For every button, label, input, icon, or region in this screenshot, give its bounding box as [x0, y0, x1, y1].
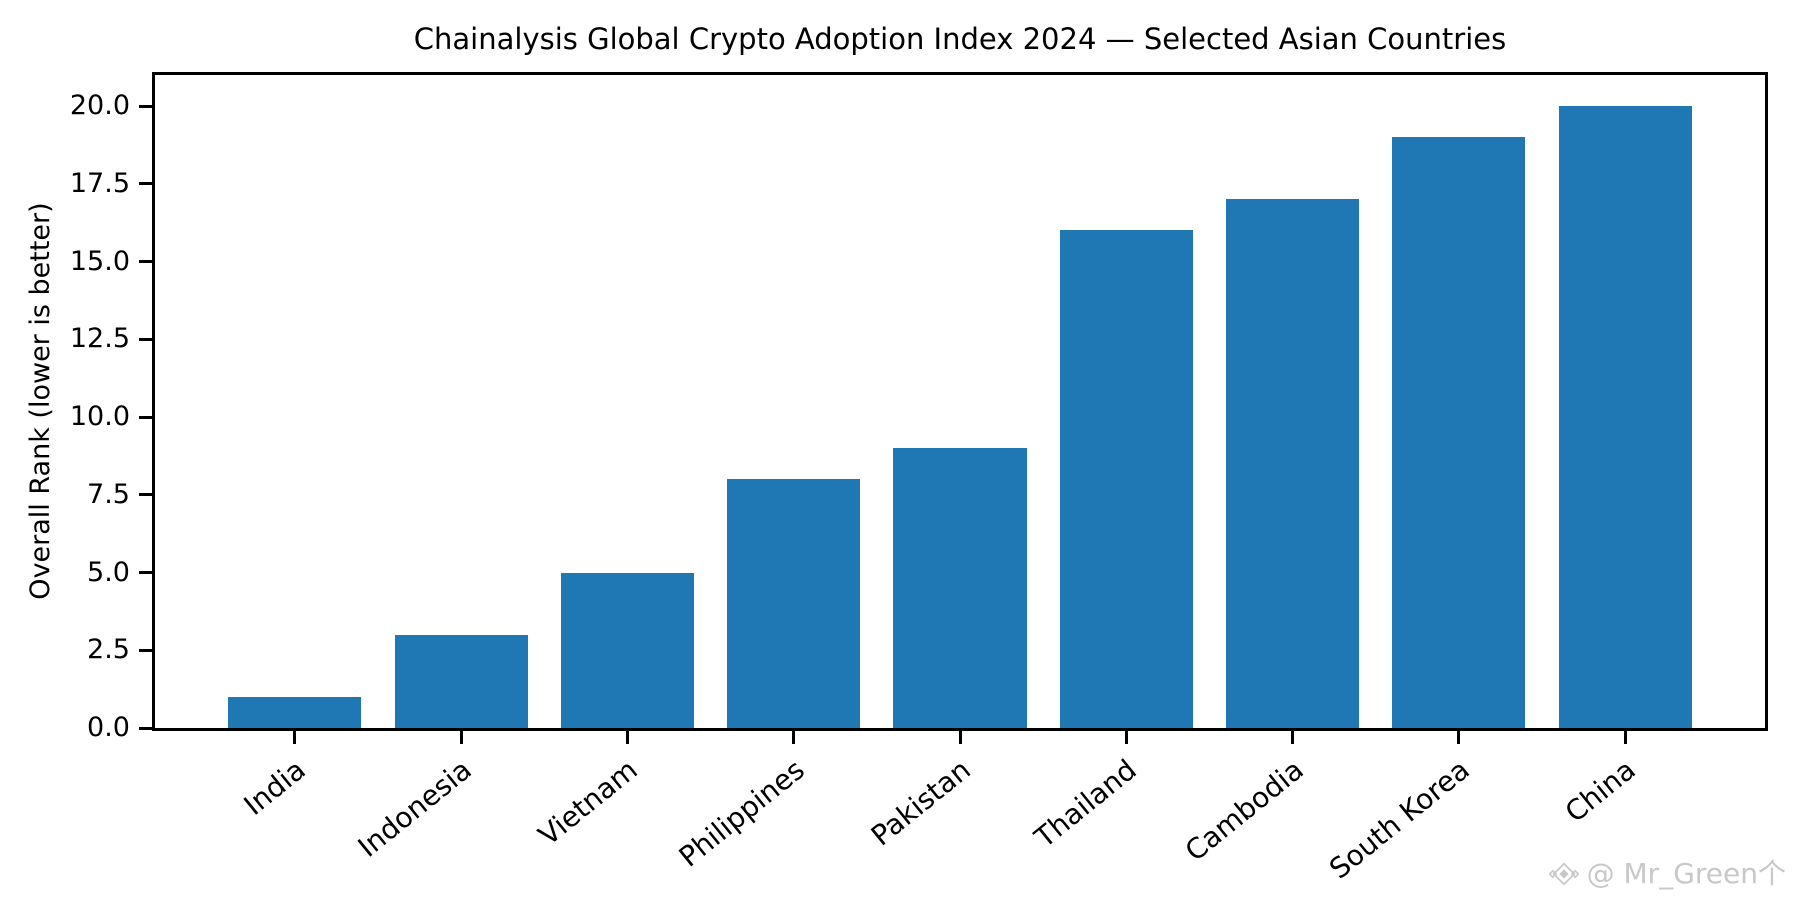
x-tick-mark	[1291, 731, 1295, 744]
y-tick-label: 20.0	[69, 90, 130, 122]
x-tick-mark	[1623, 731, 1627, 744]
y-tick-label: 7.5	[87, 478, 130, 510]
bar-thailand	[1059, 230, 1193, 728]
bar-cambodia	[1226, 199, 1360, 728]
diamond-gem-icon	[1548, 862, 1579, 886]
x-tick-mark	[792, 731, 796, 744]
x-tick-mark	[459, 731, 463, 744]
x-tick-label-south-korea: South Korea	[1323, 753, 1476, 886]
y-tick-mark	[139, 260, 152, 264]
y-tick-label: 17.5	[69, 167, 130, 199]
y-tick-mark	[139, 104, 152, 108]
bar-india	[228, 696, 362, 728]
y-tick-mark	[139, 648, 152, 652]
y-tick-mark	[139, 337, 152, 341]
y-tick-mark	[139, 571, 152, 575]
y-tick-label: 10.0	[69, 401, 130, 433]
bar-vietnam	[560, 572, 694, 728]
x-tick-label-indonesia: Indonesia	[351, 753, 478, 864]
x-tick-label-philippines: Philippines	[672, 753, 811, 874]
x-tick-label-china: China	[1559, 753, 1643, 829]
x-tick-mark	[1457, 731, 1461, 744]
x-tick-label-thailand: Thailand	[1028, 753, 1144, 855]
bar-philippines	[727, 479, 861, 728]
y-tick-label: 12.5	[69, 323, 130, 355]
y-tick-mark	[139, 493, 152, 497]
x-tick-mark	[1124, 731, 1128, 744]
bar-pakistan	[893, 448, 1027, 728]
chart-title: Chainalysis Global Crypto Adoption Index…	[413, 22, 1507, 56]
x-tick-label-vietnam: Vietnam	[532, 753, 645, 853]
y-tick-mark	[139, 415, 152, 419]
x-tick-mark	[293, 731, 297, 744]
y-tick-mark	[139, 726, 152, 730]
x-tick-label-india: India	[237, 753, 312, 822]
x-tick-label-cambodia: Cambodia	[1178, 753, 1310, 868]
y-tick-label: 0.0	[87, 712, 130, 743]
y-tick-label: 2.5	[87, 634, 130, 666]
x-tick-mark	[625, 731, 629, 744]
plot-area	[152, 72, 1768, 731]
watermark-text: @ Mr_Green个	[1586, 857, 1786, 890]
y-tick-mark	[139, 182, 152, 186]
bar-china	[1558, 106, 1692, 728]
y-tick-label: 5.0	[87, 556, 130, 588]
x-tick-mark	[958, 731, 962, 744]
bar-indonesia	[394, 634, 528, 728]
x-tick-label-pakistan: Pakistan	[864, 753, 977, 853]
watermark: @ Mr_Green个	[1548, 857, 1786, 890]
y-tick-label: 15.0	[69, 245, 130, 277]
bar-south-korea	[1392, 137, 1526, 728]
